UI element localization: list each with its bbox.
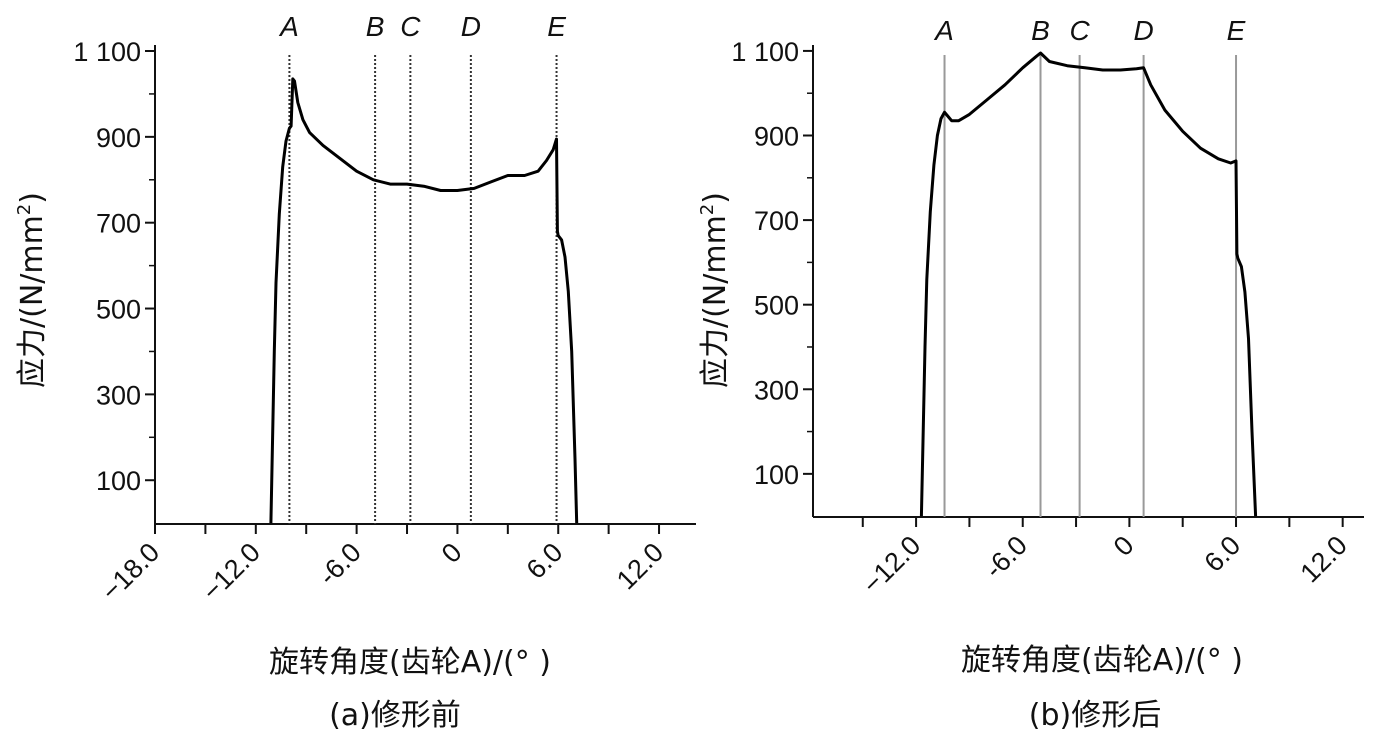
marker-label-b: B — [1031, 15, 1050, 46]
x-axis-label: 旋转角度(齿轮A)/(° ) — [961, 643, 1243, 678]
marker-label-c: C — [1069, 15, 1090, 46]
y-tick-label: 700 — [96, 209, 141, 239]
x-tick-label: 6.0 — [1199, 530, 1247, 578]
x-tick-label: −12.0 — [857, 530, 927, 600]
x-tick-label: −18.0 — [96, 537, 166, 607]
marker-label-c: C — [400, 11, 421, 42]
marker-label-d: D — [1133, 15, 1153, 46]
x-tick-label: 12.0 — [1295, 530, 1353, 588]
y-tick-label: 500 — [96, 295, 141, 325]
stress-curve — [269, 77, 579, 524]
marker-label-a: A — [278, 11, 299, 42]
marker-label-e: E — [1227, 15, 1246, 46]
marker-label-a: A — [933, 15, 954, 46]
x-tick-label: -6.0 — [313, 537, 367, 591]
y-tick-label: 300 — [96, 380, 141, 410]
y-tick-label: 100 — [754, 460, 799, 490]
y-tick-label: 900 — [754, 122, 799, 152]
panel-caption: (a)修形前 — [329, 698, 461, 733]
y-tick-label: 500 — [754, 291, 799, 321]
chart-panel-a: 100 300 500 700 900 1 100 −18.0 −12.0 -6.0 0 6.0 12… — [14, 11, 696, 733]
chart-panel-b: 100 300 500 700 900 1 100 −12.0 -6.0 0 6.0 12.0 A B C… — [697, 15, 1364, 733]
x-tick-label: −12.0 — [197, 537, 267, 607]
y-axis-label: 应力/(N/mm2) — [697, 192, 733, 388]
y-tick-label: 300 — [754, 375, 799, 405]
y-tick-label: 1 100 — [731, 37, 799, 67]
y-tick-label: 1 100 — [73, 37, 141, 67]
y-axis-label: 应力/(N/mm2) — [14, 192, 50, 388]
y-tick-label: 900 — [96, 123, 141, 153]
marker-label-e: E — [547, 11, 566, 42]
x-tick-label: 0 — [1108, 530, 1140, 562]
marker-label-b: B — [366, 11, 385, 42]
x-tick-label: -6.0 — [979, 530, 1033, 584]
x-axis-label: 旋转角度(齿轮A)/(° ) — [269, 645, 551, 680]
y-tick-label: 700 — [754, 206, 799, 236]
x-tick-label: 0 — [436, 537, 468, 569]
x-tick-label: 6.0 — [521, 537, 569, 585]
y-tick-label: 100 — [96, 466, 141, 496]
stress-curve — [919, 51, 1258, 517]
panel-caption: (b)修形后 — [1029, 698, 1161, 733]
x-tick-label: 12.0 — [611, 537, 669, 595]
marker-label-d: D — [461, 11, 481, 42]
